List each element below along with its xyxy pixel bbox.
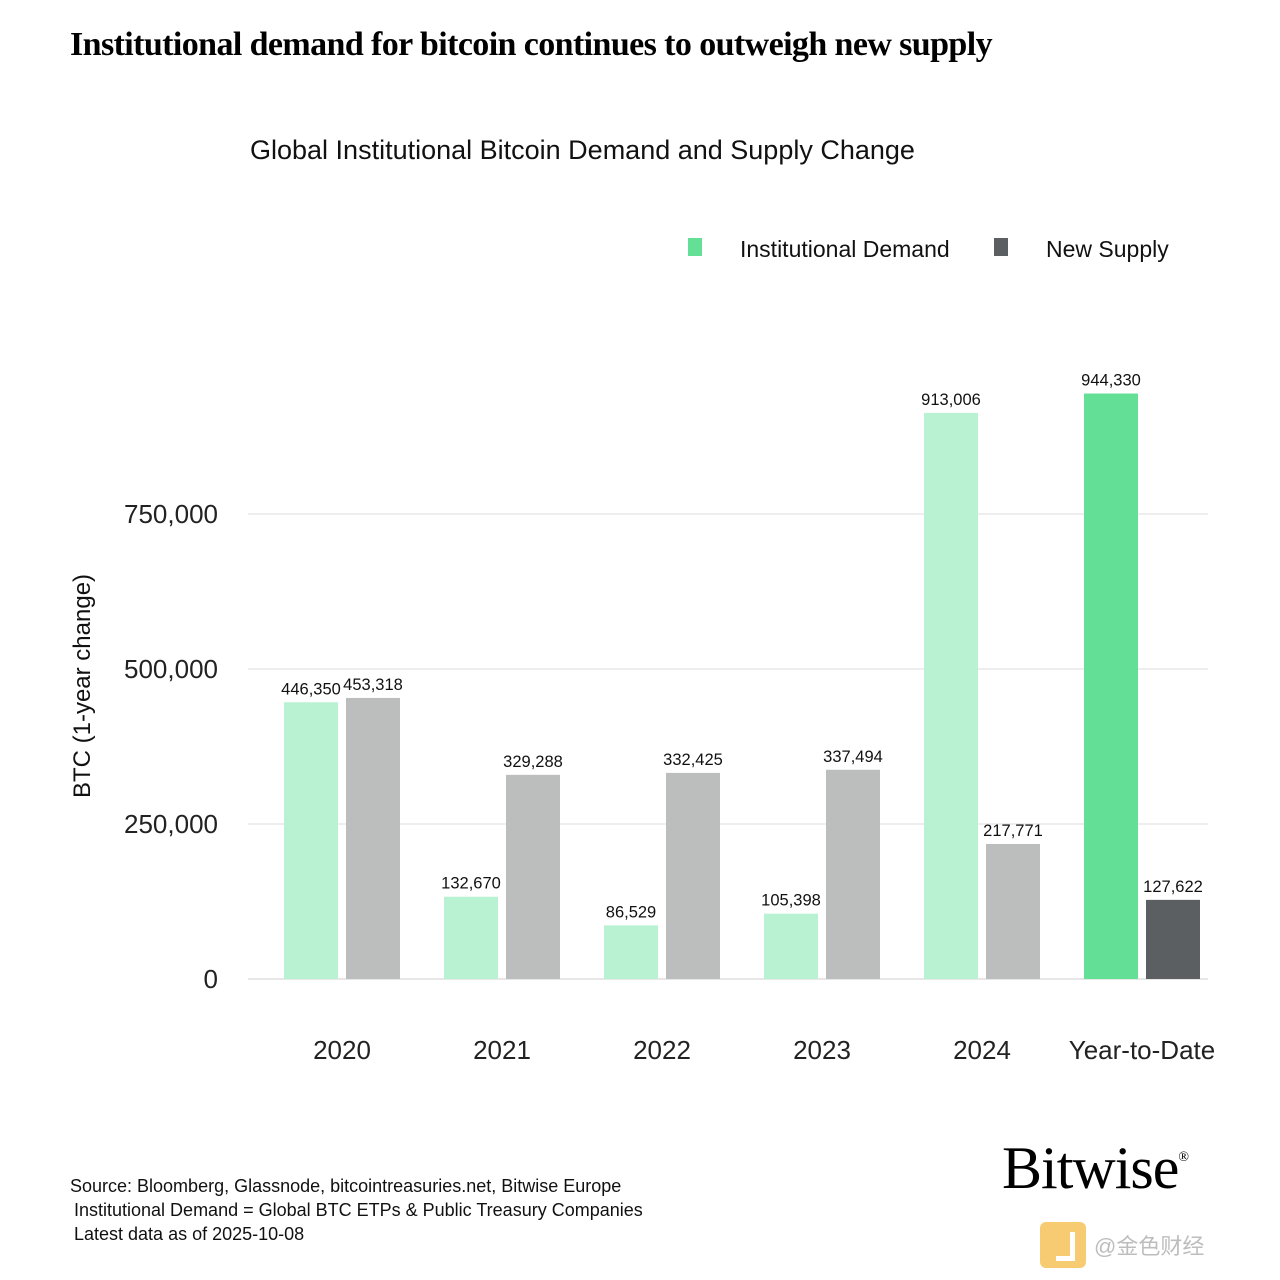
supply-bar-2024 [986, 843, 1040, 979]
definition-line: Institutional Demand = Global BTC ETPs &… [74, 1200, 643, 1220]
x-tick-label: 2023 [793, 1035, 851, 1065]
source-notes: Source: Bloomberg, Glassnode, bitcointre… [70, 1174, 643, 1246]
x-tick-label: 2022 [633, 1035, 691, 1065]
supply-bar-year-to-date [1146, 899, 1200, 979]
demand-bar-2021 [444, 896, 498, 979]
demand-value-label: 944,330 [1081, 372, 1141, 390]
bitwise-logo: Bitwise® [1002, 1134, 1189, 1203]
legend-swatch-demand [688, 238, 702, 256]
x-tick-label: 2020 [313, 1035, 371, 1065]
legend-label-demand: Institutional Demand [740, 236, 950, 262]
supply-value-label: 127,622 [1143, 878, 1203, 896]
headline: Institutional demand for bitcoin continu… [70, 26, 993, 63]
chart-title: Global Institutional Bitcoin Demand and … [250, 135, 915, 165]
demand-value-label: 105,398 [761, 892, 821, 910]
bar-chart: Global Institutional Bitcoin Demand and … [69, 135, 1215, 1065]
y-tick-label: 500,000 [124, 654, 218, 684]
demand-bar-2020 [284, 702, 338, 979]
y-tick-label: 250,000 [124, 809, 218, 839]
supply-value-label: 453,318 [343, 676, 403, 694]
demand-bar-2022 [604, 925, 658, 979]
x-tick-label: 2024 [953, 1035, 1011, 1065]
y-axis-label: BTC (1-year change) [69, 574, 96, 798]
x-tick-label: Year-to-Date [1069, 1035, 1215, 1065]
demand-bar-2023 [764, 913, 818, 979]
supply-value-label: 217,771 [983, 822, 1043, 840]
demand-value-label: 446,350 [281, 680, 341, 698]
demand-value-label: 86,529 [606, 903, 656, 921]
supply-bar-2021 [506, 774, 560, 979]
y-tick-label: 0 [204, 964, 218, 994]
watermark: @金色财经 [1040, 1222, 1204, 1268]
legend-label-supply: New Supply [1046, 236, 1169, 262]
demand-bar-year-to-date [1084, 393, 1138, 980]
y-tick-label: 750,000 [124, 499, 218, 529]
registered-mark: ® [1178, 1150, 1189, 1165]
demand-bar-2024 [924, 412, 978, 979]
supply-bar-2023 [826, 769, 880, 979]
supply-value-label: 329,288 [503, 753, 563, 771]
brand-name: Bitwise [1002, 1135, 1179, 1201]
supply-value-label: 337,494 [823, 748, 883, 766]
supply-bar-2022 [666, 772, 720, 979]
source-line: Source: Bloomberg, Glassnode, bitcointre… [70, 1176, 622, 1196]
demand-value-label: 913,006 [921, 391, 981, 409]
supply-value-label: 332,425 [663, 751, 723, 769]
watermark-logo-icon [1040, 1222, 1086, 1268]
latest-data-line: Latest data as of 2025-10-08 [74, 1224, 305, 1244]
x-tick-label: 2021 [473, 1035, 531, 1065]
supply-bar-2020 [346, 697, 400, 979]
legend-swatch-supply [994, 238, 1008, 256]
demand-value-label: 132,670 [441, 875, 501, 893]
watermark-text: @金色财经 [1094, 1234, 1205, 1259]
